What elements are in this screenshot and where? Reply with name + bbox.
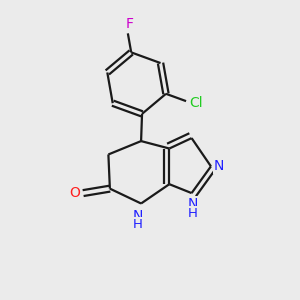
- Text: Cl: Cl: [190, 96, 203, 110]
- Text: F: F: [125, 17, 133, 32]
- Text: H: H: [133, 218, 143, 231]
- Text: N: N: [133, 209, 143, 223]
- Text: N: N: [214, 159, 224, 173]
- Text: H: H: [188, 207, 198, 220]
- Text: O: O: [69, 186, 80, 200]
- Text: N: N: [188, 197, 198, 212]
